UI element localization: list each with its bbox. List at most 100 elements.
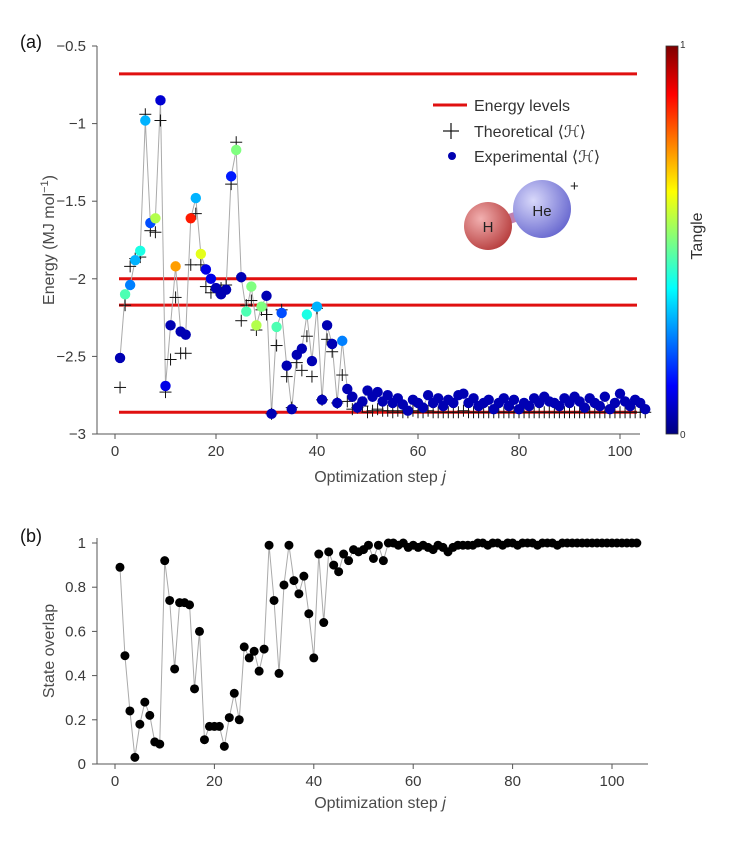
colorbar-min-label: 0 <box>680 430 686 441</box>
experimental-point <box>231 144 242 156</box>
overlap-point <box>254 666 264 676</box>
panel-a-y-tick-label: −3 <box>69 426 86 443</box>
overlap-point <box>264 540 274 550</box>
overlap-point <box>155 739 165 749</box>
panel-a-y-tick-label: −0.5 <box>56 38 86 55</box>
panel-b-x-tick-label: 0 <box>111 773 119 790</box>
panel-b-x-tick-label: 80 <box>504 773 521 790</box>
overlap-point <box>373 540 383 550</box>
experimental-point <box>246 281 257 292</box>
panel-a-energy-plot: (a) 0 20 40 60 80 100 −0.5 −1 −1.5 −2 −2.5 −3 Optim… <box>20 32 706 486</box>
legend-experimental-label: Experimental ⟨ℋ⟩ <box>474 149 600 166</box>
hydrogen-atom <box>464 202 512 250</box>
experimental-point <box>508 394 520 406</box>
panel-a-x-tick-label: 60 <box>410 443 427 460</box>
experimental-point <box>281 360 292 371</box>
panel-b-y-tick-label: 0.8 <box>65 579 86 596</box>
experimental-point <box>301 309 313 320</box>
theoretical-point <box>154 114 167 127</box>
panel-b-y-tick-label: 1 <box>78 535 86 552</box>
overlap-point <box>324 547 334 557</box>
experimental-point <box>130 254 141 266</box>
theoretical-point <box>124 260 137 273</box>
theoretical-point <box>386 406 399 419</box>
experimental-point <box>523 400 535 412</box>
experimental-point <box>160 380 171 392</box>
theoretical-point <box>245 294 258 307</box>
theoretical-point <box>184 258 197 271</box>
overlap-point <box>185 600 195 610</box>
panel-a-y-axis-title: Energy (MJ mol−1) <box>39 175 58 305</box>
experimental-point <box>296 343 308 354</box>
panel-b-x-tick-label: 20 <box>206 773 223 790</box>
panel-b-x-tick-label: 100 <box>599 773 624 790</box>
overlap-point <box>239 642 249 652</box>
overlap-point <box>632 538 642 548</box>
experimental-point <box>402 405 414 416</box>
colorbar-gradient <box>665 45 679 435</box>
overlap-point <box>140 697 150 707</box>
panel-b-label: (b) <box>20 526 42 546</box>
overlap-point <box>319 618 329 628</box>
colorbar-max-label: 1 <box>680 40 686 51</box>
experimental-point <box>372 386 383 398</box>
panel-b-y-tick-label: 0.4 <box>65 668 86 685</box>
overlap-point <box>329 560 339 570</box>
overlap-point <box>304 609 314 619</box>
overlap-point <box>334 567 344 577</box>
theoretical-point <box>381 404 394 417</box>
theoretical-point <box>452 406 465 419</box>
theoretical-point <box>179 347 192 360</box>
overlap-point <box>269 595 279 605</box>
overlap-point <box>294 589 304 599</box>
panel-a-y-tick-label: −2.5 <box>56 348 86 365</box>
overlap-point <box>378 556 388 566</box>
experimental-point <box>342 383 353 395</box>
experimental-point <box>458 388 469 399</box>
overlap-point <box>229 688 239 698</box>
panel-a-label: (a) <box>20 32 42 52</box>
theoretical-point <box>199 280 212 293</box>
panel-a-x-axis-title: Optimization step j <box>314 469 446 486</box>
theoretical-point <box>336 369 349 382</box>
experimental-point <box>261 290 272 302</box>
theoretical-point <box>114 381 127 394</box>
molecule-charge: + <box>570 178 579 195</box>
overlap-point <box>199 735 209 745</box>
overlap-point <box>194 626 204 636</box>
theoretical-point <box>371 403 384 416</box>
panel-a-y-tick-label: −1.5 <box>56 193 86 210</box>
experimental-point <box>554 400 565 412</box>
theoretical-point <box>457 404 470 417</box>
overlap-point <box>165 595 175 605</box>
overlap-point <box>125 706 135 716</box>
experimental-point <box>316 394 328 406</box>
overlap-point <box>279 580 289 590</box>
overlap-point <box>219 741 229 751</box>
overlap-point <box>344 556 354 566</box>
colorbar-title: Tangle <box>689 212 706 259</box>
hydrogen-atom-label: H <box>483 219 494 236</box>
overlap-point <box>284 540 294 550</box>
helium-atom-label: He <box>532 203 551 220</box>
theoretical-point <box>149 226 162 239</box>
overlap-point <box>135 719 145 729</box>
panel-b-x-tick-label: 40 <box>305 773 322 790</box>
panel-b-ticks: 0 20 40 60 80 100 0 0.2 0.4 0.6 0.8 1 <box>65 535 624 790</box>
experimental-point <box>236 272 247 283</box>
experimental-point <box>337 335 348 347</box>
experimental-point <box>185 213 196 224</box>
overlap-point <box>190 684 200 694</box>
experimental-point <box>271 321 282 333</box>
experimental-point <box>599 391 611 402</box>
experimental-point <box>180 329 191 340</box>
overlap-point <box>339 549 349 559</box>
legend-theoretical-label: Theoretical ⟨ℋ⟩ <box>474 124 586 141</box>
experimental-point <box>124 279 136 291</box>
panel-b-points <box>115 538 642 762</box>
panel-a-points <box>114 95 652 420</box>
experimental-point <box>155 95 166 106</box>
experimental-point <box>150 213 161 224</box>
experimental-point <box>417 402 429 413</box>
experimental-point <box>468 393 479 404</box>
